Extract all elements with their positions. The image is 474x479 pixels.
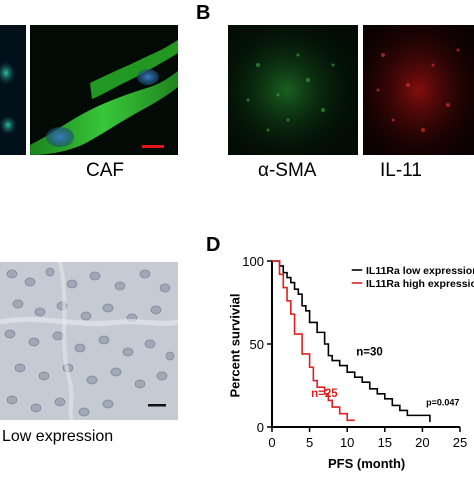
panel-c-ihc-micrograph [0, 262, 178, 420]
km-y-axis-label: Percent survivial [227, 293, 243, 398]
km-chart: 0 5 10 15 20 25 0 50 100 IL11Ra low expression IL… [210, 250, 474, 474]
km-y-tick-label: 0 [257, 420, 264, 435]
km-x-tick-label: 0 [268, 435, 275, 450]
low-expression-caption: Low expression [2, 428, 114, 445]
km-x-tick-label: 20 [415, 435, 429, 450]
panel-label-b: B [196, 2, 211, 24]
km-annotation: n=30 [356, 347, 383, 359]
asma-stain-image [228, 25, 358, 155]
panel-b-il11-micrograph [363, 25, 474, 155]
ihc-tissue-image [0, 262, 178, 420]
panel-b-asma-micrograph [228, 25, 358, 155]
km-legend-label: IL11Ra low expression [366, 265, 474, 277]
km-annotation: p=0.047 [426, 397, 459, 407]
left-cell-image [0, 61, 17, 135]
km-annotation: n=25 [311, 388, 338, 400]
il11-caption: IL-11 [380, 160, 422, 181]
panel-a-caf-micrograph [30, 25, 178, 155]
km-x-tick-label: 25 [453, 435, 467, 450]
km-x-tick-label: 10 [340, 435, 354, 450]
panel-label-d: D [206, 234, 221, 256]
km-x-tick-label: 15 [378, 435, 392, 450]
km-series-line-low [272, 260, 431, 423]
il11-stain-image [363, 25, 474, 155]
caf-caption: CAF [86, 160, 124, 181]
asma-caption: α-SMA [258, 160, 317, 181]
km-series-line-high [272, 260, 355, 422]
km-x-axis-label: PFS (month) [328, 456, 406, 471]
caf-cell-image [30, 40, 178, 155]
km-y-tick-label: 100 [242, 254, 264, 269]
km-chart-svg: 0 5 10 15 20 25 0 50 100 IL11Ra low expressionIL… [242, 254, 474, 450]
ihc-scale-bar [148, 404, 166, 407]
scale-bar [142, 145, 164, 148]
km-y-tick-label: 50 [250, 337, 264, 352]
panel-a-left-micrograph [0, 25, 26, 155]
km-legend-label: IL11Ra high expression [366, 278, 474, 290]
km-x-tick-label: 5 [306, 435, 313, 450]
